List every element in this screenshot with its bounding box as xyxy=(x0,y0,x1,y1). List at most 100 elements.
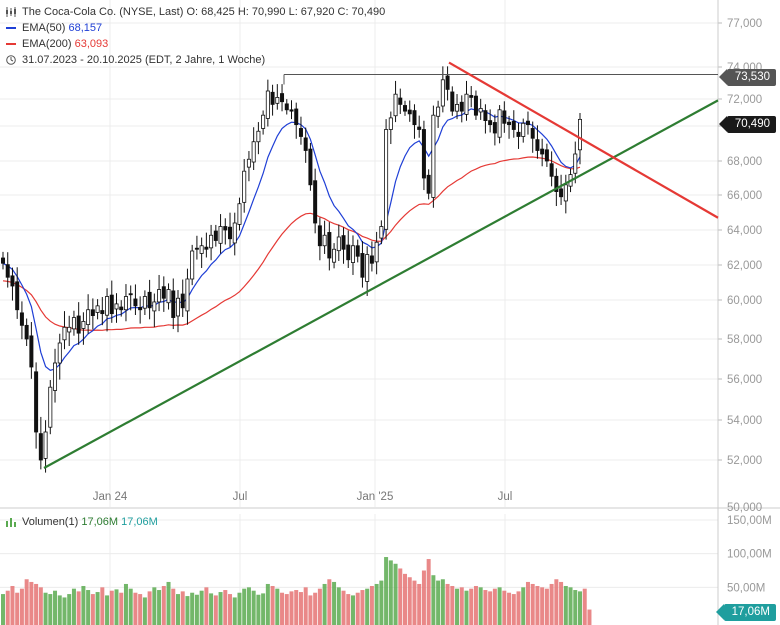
volume-bar xyxy=(1,594,5,625)
candle-body xyxy=(223,226,228,231)
volume-bar xyxy=(407,577,412,625)
candle-body xyxy=(105,296,110,316)
volume-bar xyxy=(228,594,233,625)
ema50-label: EMA(50) xyxy=(22,22,66,34)
volume-bar xyxy=(29,581,34,625)
volume-bar xyxy=(582,588,587,625)
ema50-legend[interactable]: EMA(50) 68,157 xyxy=(6,22,102,34)
volume-bar xyxy=(436,580,441,625)
candle-body xyxy=(166,289,171,304)
ema200-line xyxy=(2,156,581,332)
volume-bar xyxy=(473,585,478,625)
y-tick-label: 58,000 xyxy=(727,334,762,346)
candle-body xyxy=(10,275,15,287)
volume-bar xyxy=(261,593,266,625)
volume-bar xyxy=(48,594,53,625)
volume-bar xyxy=(554,579,559,625)
candle-body xyxy=(355,245,360,257)
volume-bar xyxy=(86,590,91,625)
candle-body xyxy=(53,362,58,391)
candle-body xyxy=(350,245,355,263)
candle-body xyxy=(369,255,374,264)
volume-bar xyxy=(190,592,195,625)
volume-bar xyxy=(237,592,242,625)
volume-bar xyxy=(421,570,426,625)
settings-icon[interactable] xyxy=(6,7,16,18)
candle-body xyxy=(388,117,393,130)
candle-body xyxy=(261,114,266,129)
volume-bar xyxy=(138,594,143,625)
candle-body xyxy=(403,105,408,112)
candle-body xyxy=(431,114,436,198)
header-line: The Coca-Cola Co. (NYSE, Last) O: 68,425… xyxy=(22,6,386,18)
volume-bar xyxy=(294,590,299,625)
y-tick-label: 66,000 xyxy=(727,190,762,202)
candle-body xyxy=(86,309,91,325)
candle-body xyxy=(436,106,441,117)
volume-bar xyxy=(90,594,95,625)
volume-bar xyxy=(464,590,469,625)
candle-body xyxy=(445,75,450,90)
volume-bar xyxy=(157,590,162,625)
volume-bar xyxy=(369,585,374,625)
y-tick-label: 62,000 xyxy=(727,260,762,272)
volume-bar xyxy=(81,585,86,625)
volume-bar xyxy=(445,583,450,625)
candle-body xyxy=(511,121,516,130)
candle-body xyxy=(114,303,119,310)
volume-bar xyxy=(119,592,124,625)
time-axis: Jan 24 Jul Jan '25 Jul xyxy=(93,491,513,503)
volume-bar xyxy=(573,590,578,625)
candle-body xyxy=(530,128,535,139)
candle-body xyxy=(483,110,488,122)
volume-bar xyxy=(459,587,464,625)
volume-bar xyxy=(270,585,275,625)
candle-body xyxy=(360,253,365,278)
y-tick-label: 54,000 xyxy=(727,415,762,427)
ema200-swatch xyxy=(6,43,16,46)
volume-bar xyxy=(336,587,341,625)
volume-bar xyxy=(71,588,76,625)
volume-tick-label: 50,00M xyxy=(727,582,765,594)
volume-bar xyxy=(53,590,58,625)
candle-body xyxy=(67,326,72,333)
candle-body xyxy=(119,306,124,311)
candle-body xyxy=(48,386,53,428)
candle-body xyxy=(322,234,327,247)
volume-legend[interactable]: Volumen(1) 17,06M 17,06M xyxy=(6,516,158,528)
volume-value-1: 17,06M xyxy=(81,516,119,528)
volume-bar xyxy=(142,597,147,625)
volume-bar xyxy=(350,595,355,625)
candle-body xyxy=(228,226,233,240)
volume-label: Volumen(1) xyxy=(22,516,79,528)
last-price-tag: 70,490 xyxy=(718,116,776,133)
volume-bar xyxy=(455,588,460,625)
volume-bar xyxy=(308,595,313,625)
candle-body xyxy=(0,257,6,264)
candle-body xyxy=(426,174,431,194)
candle-body xyxy=(152,301,157,312)
volume-bar xyxy=(171,588,176,625)
ema200-legend[interactable]: EMA(200) 63,093 xyxy=(6,38,108,50)
candle-body xyxy=(384,129,389,230)
trendlines xyxy=(43,61,719,469)
candle-body xyxy=(204,246,209,250)
candle-body xyxy=(232,222,237,244)
volume-bar xyxy=(123,583,128,625)
candles xyxy=(0,66,583,473)
candle-body xyxy=(34,371,39,433)
volume-bar xyxy=(284,594,289,625)
candle-body xyxy=(412,110,417,126)
volume-bar xyxy=(530,583,535,625)
candle-body xyxy=(336,236,341,252)
candle-body xyxy=(128,293,133,296)
volume-bar xyxy=(360,590,365,625)
candle-body xyxy=(109,294,114,315)
volume-bar xyxy=(38,587,43,625)
volume-bar xyxy=(341,590,346,625)
volume-bar xyxy=(246,587,251,625)
volume-bar xyxy=(185,596,190,625)
resistance-tag: 73,530 xyxy=(718,69,776,86)
candle-body xyxy=(417,126,422,130)
candle-body xyxy=(15,281,20,311)
